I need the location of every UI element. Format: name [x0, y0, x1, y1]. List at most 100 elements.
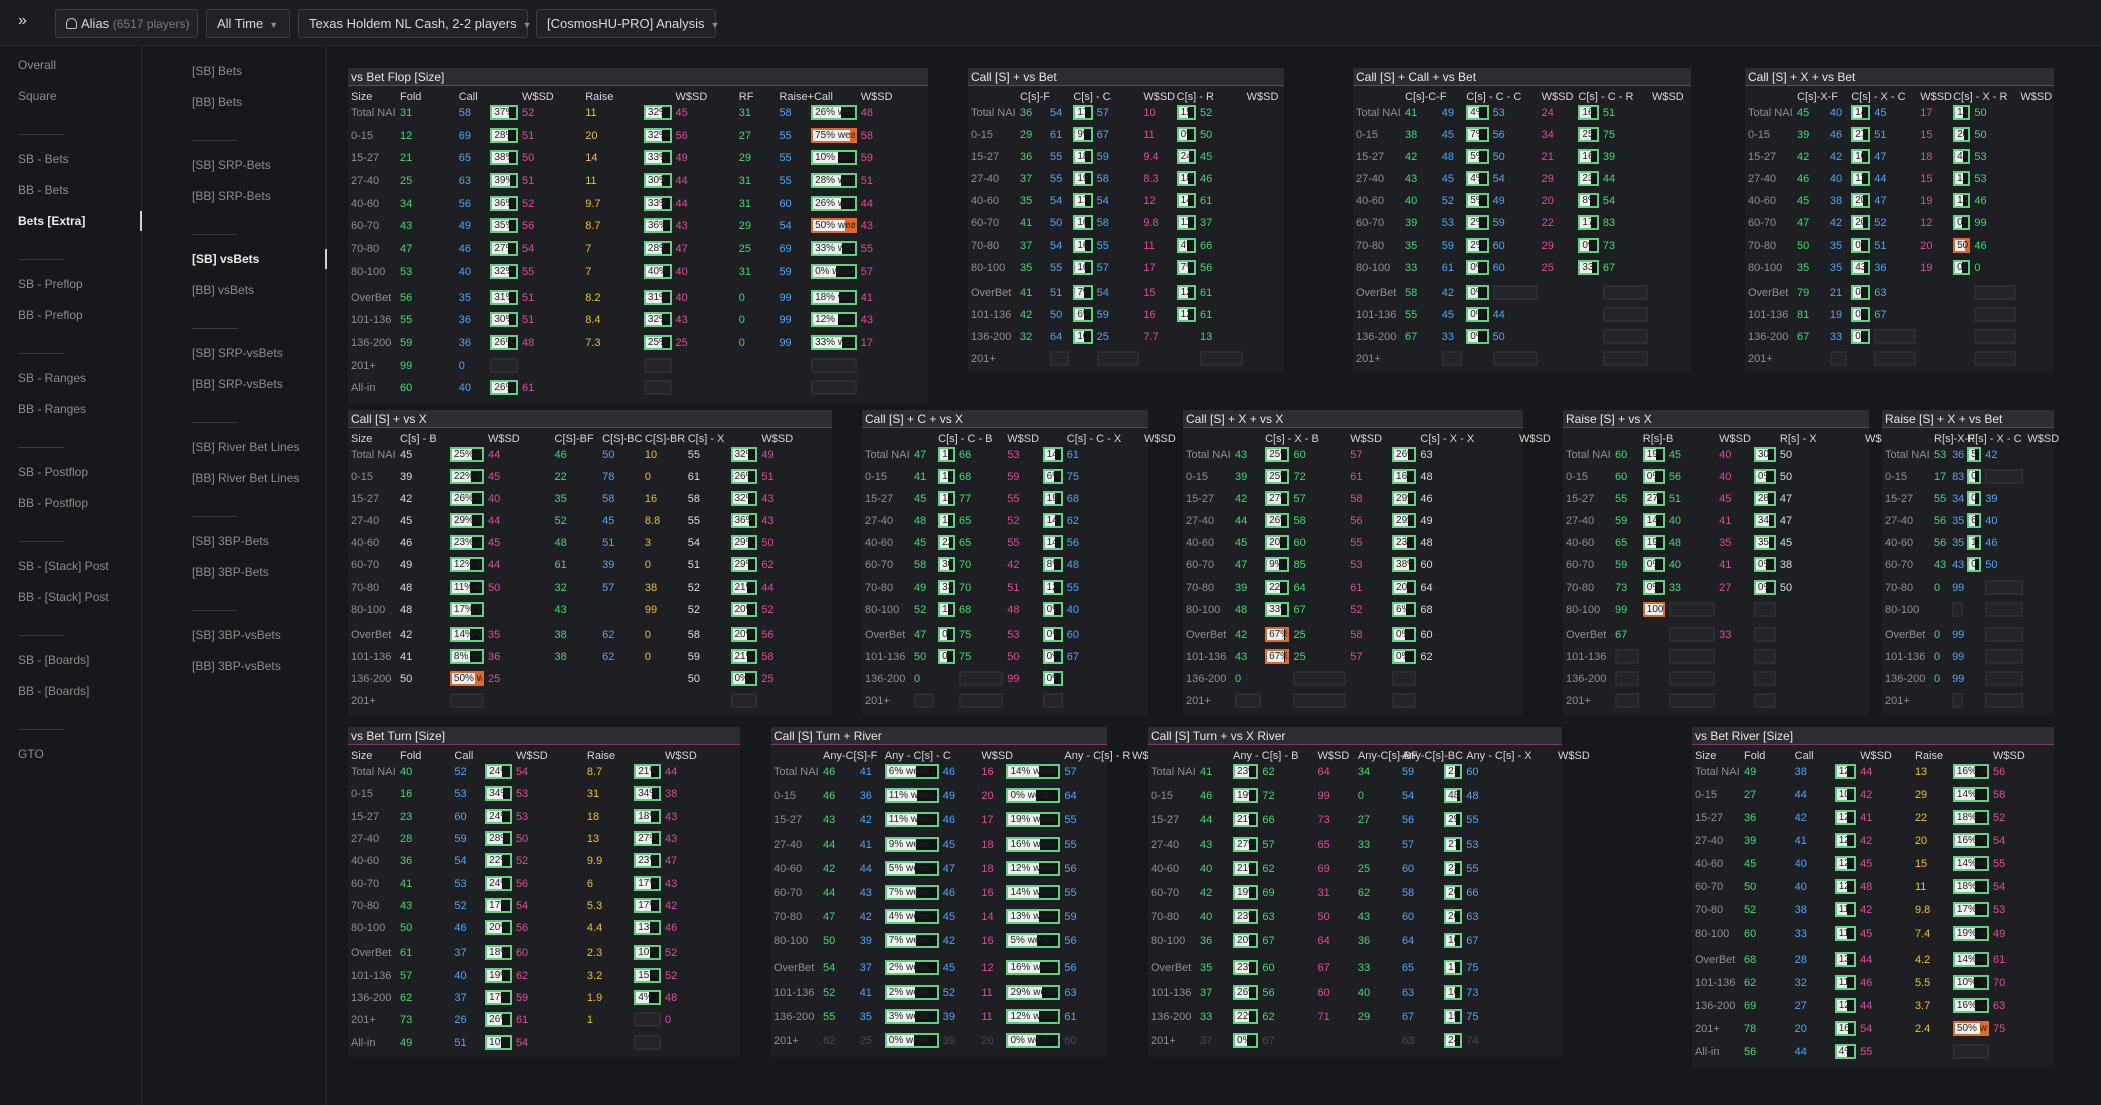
stat-value[interactable]: 40 — [400, 766, 413, 778]
stat-value[interactable]: 54 — [1050, 107, 1063, 119]
stat-value[interactable]: 48 — [400, 581, 413, 594]
stat-value[interactable]: 47 — [675, 243, 688, 256]
stat-value[interactable]: 59 — [1492, 217, 1505, 230]
stat-value[interactable]: 7.4 — [1914, 927, 1931, 940]
nav-item-bb-srp-bets[interactable]: [BB] SRP-Bets — [192, 189, 271, 203]
stat-value[interactable]: 75 — [959, 628, 972, 641]
stat-value[interactable]: 31 — [738, 197, 752, 210]
stat-value[interactable]: 62 — [1066, 515, 1080, 528]
stat-value[interactable]: 65 — [1615, 537, 1628, 550]
stat-value[interactable]: 42 — [1829, 217, 1843, 230]
weak-bar[interactable]: 22% weak — [1233, 1008, 1259, 1024]
weak-bar[interactable]: 30% weak — [938, 557, 956, 573]
weak-bar[interactable]: 26% weak — [811, 195, 857, 211]
stat-value[interactable]: 55 — [1007, 537, 1020, 550]
weak-bar[interactable]: 0% weak — [1851, 328, 1871, 344]
stat-value[interactable]: 35 — [1829, 261, 1843, 274]
weak-bar[interactable]: 32% weak — [643, 105, 672, 120]
stat-value[interactable]: 60 — [515, 947, 529, 960]
stat-value[interactable]: 60 — [1293, 537, 1306, 550]
stat-value[interactable]: 41 — [1860, 812, 1873, 825]
stat-value[interactable]: 50 — [1974, 129, 1987, 142]
stat-value[interactable]: 50 — [515, 832, 529, 845]
stat-value[interactable]: 43 — [859, 886, 872, 899]
stat-value[interactable]: 42 — [665, 899, 678, 912]
stat-value[interactable]: 45 — [1441, 129, 1455, 142]
stat-value[interactable]: 37 — [1200, 217, 1213, 230]
stat-value[interactable]: 0 — [1235, 672, 1242, 685]
weak-bar[interactable]: 20% weak — [1953, 127, 1971, 143]
stat-value[interactable]: 17 — [1934, 471, 1947, 484]
stat-value[interactable]: 47 — [914, 628, 927, 641]
stat-value[interactable]: 59 — [1064, 911, 1077, 923]
weak-bar[interactable]: 14% weak — [1042, 447, 1063, 462]
stat-value[interactable]: 28 — [400, 832, 413, 845]
weak-bar[interactable]: 22% weak — [485, 853, 512, 869]
weak-bar[interactable]: 16% weak — [1578, 149, 1599, 165]
stat-value[interactable]: 13 — [1914, 766, 1928, 778]
stat-value[interactable]: 45 — [1779, 537, 1793, 550]
column-header[interactable]: W$SD — [1860, 750, 1892, 762]
stat-value[interactable]: 60 — [1615, 449, 1628, 461]
weak-bar[interactable]: 16% weak — [1073, 259, 1093, 275]
stat-value[interactable]: 44 — [675, 175, 688, 188]
stat-value[interactable]: 20 — [1920, 239, 1933, 252]
stat-value[interactable]: 12 — [1920, 217, 1933, 230]
stat-value[interactable]: 44 — [859, 862, 872, 875]
stat-value[interactable]: 55 — [1615, 493, 1628, 506]
stat-value[interactable]: 61 — [554, 559, 567, 572]
stat-value[interactable]: 63 — [458, 175, 471, 188]
stat-value[interactable]: 99 — [1952, 628, 1965, 641]
stat-value[interactable]: 67 — [1066, 650, 1080, 663]
weak-bar[interactable]: 18% weak — [1176, 171, 1196, 187]
weak-bar[interactable]: 12% weak — [1834, 764, 1857, 779]
stat-value[interactable]: 46 — [458, 243, 471, 256]
stat-value[interactable]: 67 — [1405, 330, 1418, 343]
stat-value[interactable]: 83 — [1602, 217, 1616, 230]
stat-value[interactable]: 49 — [1744, 766, 1757, 778]
stat-value[interactable]: 52 — [687, 581, 700, 594]
weak-bar[interactable]: 50% weak — [449, 670, 484, 686]
stat-value[interactable]: 46 — [1974, 195, 1987, 208]
weak-bar[interactable]: 20% weak — [1233, 933, 1259, 949]
stat-value[interactable]: 27 — [1357, 814, 1371, 827]
stat-value[interactable]: 13 — [1200, 330, 1213, 343]
weak-bar[interactable]: 20% weak — [730, 601, 758, 617]
stat-value[interactable]: 36 — [1357, 935, 1371, 948]
stat-value[interactable]: 27 — [1744, 789, 1757, 802]
column-header[interactable]: C[s] - C - B — [938, 433, 993, 445]
stat-value[interactable]: 7 — [585, 265, 592, 278]
weak-bar[interactable]: 5% weak — [1466, 193, 1489, 209]
weak-bar[interactable]: 0% weak — [1466, 328, 1489, 344]
weak-bar[interactable]: 29% weak — [1006, 984, 1061, 1000]
stat-value[interactable]: 55 — [1064, 838, 1077, 851]
stat-value[interactable]: 47 — [823, 911, 836, 923]
stat-value[interactable]: 58 — [687, 628, 700, 641]
stat-value[interactable]: 62 — [1262, 1010, 1275, 1023]
weak-bar[interactable]: 6% weak — [884, 764, 939, 779]
stat-value[interactable]: 56 — [1064, 935, 1077, 948]
stat-value[interactable]: 33 — [1357, 962, 1371, 975]
stat-value[interactable]: 33 — [1668, 581, 1682, 594]
stat-value[interactable]: 64 — [1317, 935, 1330, 948]
stat-value[interactable]: 36 — [1020, 107, 1033, 119]
stat-value[interactable]: 61 — [1050, 129, 1063, 142]
stat-value[interactable]: 14 — [585, 152, 598, 165]
stat-value[interactable]: 64 — [1064, 790, 1077, 803]
stat-value[interactable]: 44 — [1794, 789, 1807, 802]
weak-bar[interactable]: 0% weak — [1851, 284, 1871, 300]
stat-value[interactable]: 59 — [454, 832, 467, 845]
weak-bar[interactable]: 26% weak — [1265, 513, 1290, 529]
column-header[interactable]: W$SD — [2020, 91, 2053, 103]
weak-bar[interactable]: 0% weak — [1642, 469, 1665, 485]
stat-value[interactable]: 44 — [487, 449, 501, 461]
column-header[interactable]: W$SD — [1007, 433, 1040, 445]
weak-bar[interactable]: 24% weak — [485, 764, 512, 779]
stat-value[interactable]: 29 — [1914, 789, 1928, 802]
stat-value[interactable]: 67 — [1797, 330, 1810, 343]
stat-value[interactable]: 46 — [454, 922, 467, 935]
weak-bar[interactable]: 39% weak — [490, 173, 518, 189]
stat-value[interactable]: 73 — [1466, 986, 1479, 999]
stat-value[interactable]: 68 — [959, 603, 972, 616]
column-header[interactable]: C[s] - X — [687, 433, 725, 445]
